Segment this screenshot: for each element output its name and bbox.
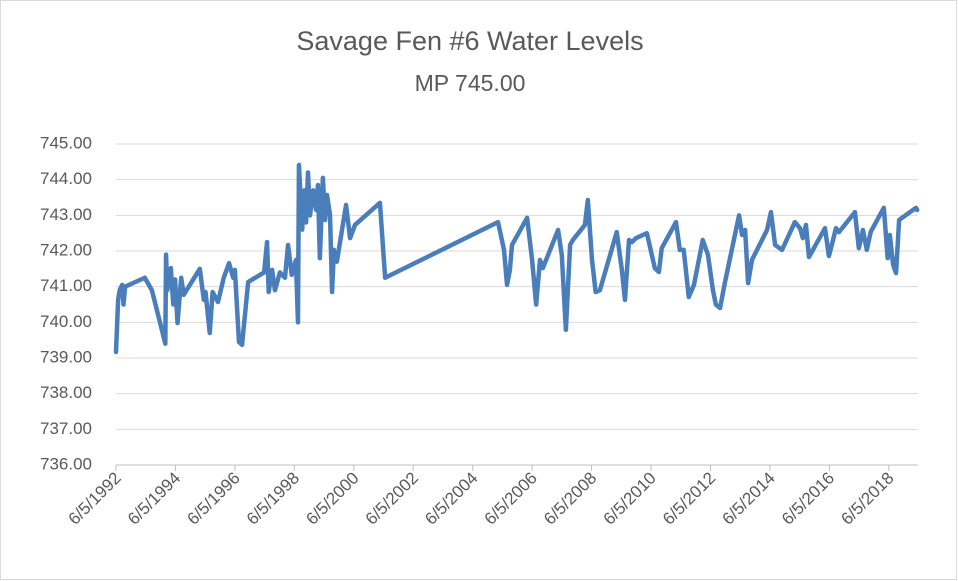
y-tick-label: 745.00 [40, 133, 92, 152]
y-tick-label: 738.00 [40, 383, 92, 402]
y-tick-label: 740.00 [40, 312, 92, 331]
y-tick-label: 741.00 [40, 276, 92, 295]
chart-title: Savage Fen #6 Water Levels [296, 26, 643, 56]
data-line [113, 162, 920, 355]
chart-subtitle: MP 745.00 [415, 70, 526, 96]
y-tick-label: 739.00 [40, 347, 92, 366]
y-tick-label: 743.00 [40, 205, 92, 224]
y-tick-label: 737.00 [40, 419, 92, 438]
y-tick-label: 736.00 [40, 454, 92, 473]
y-tick-label: 744.00 [40, 169, 92, 188]
y-tick-label: 742.00 [40, 240, 92, 259]
